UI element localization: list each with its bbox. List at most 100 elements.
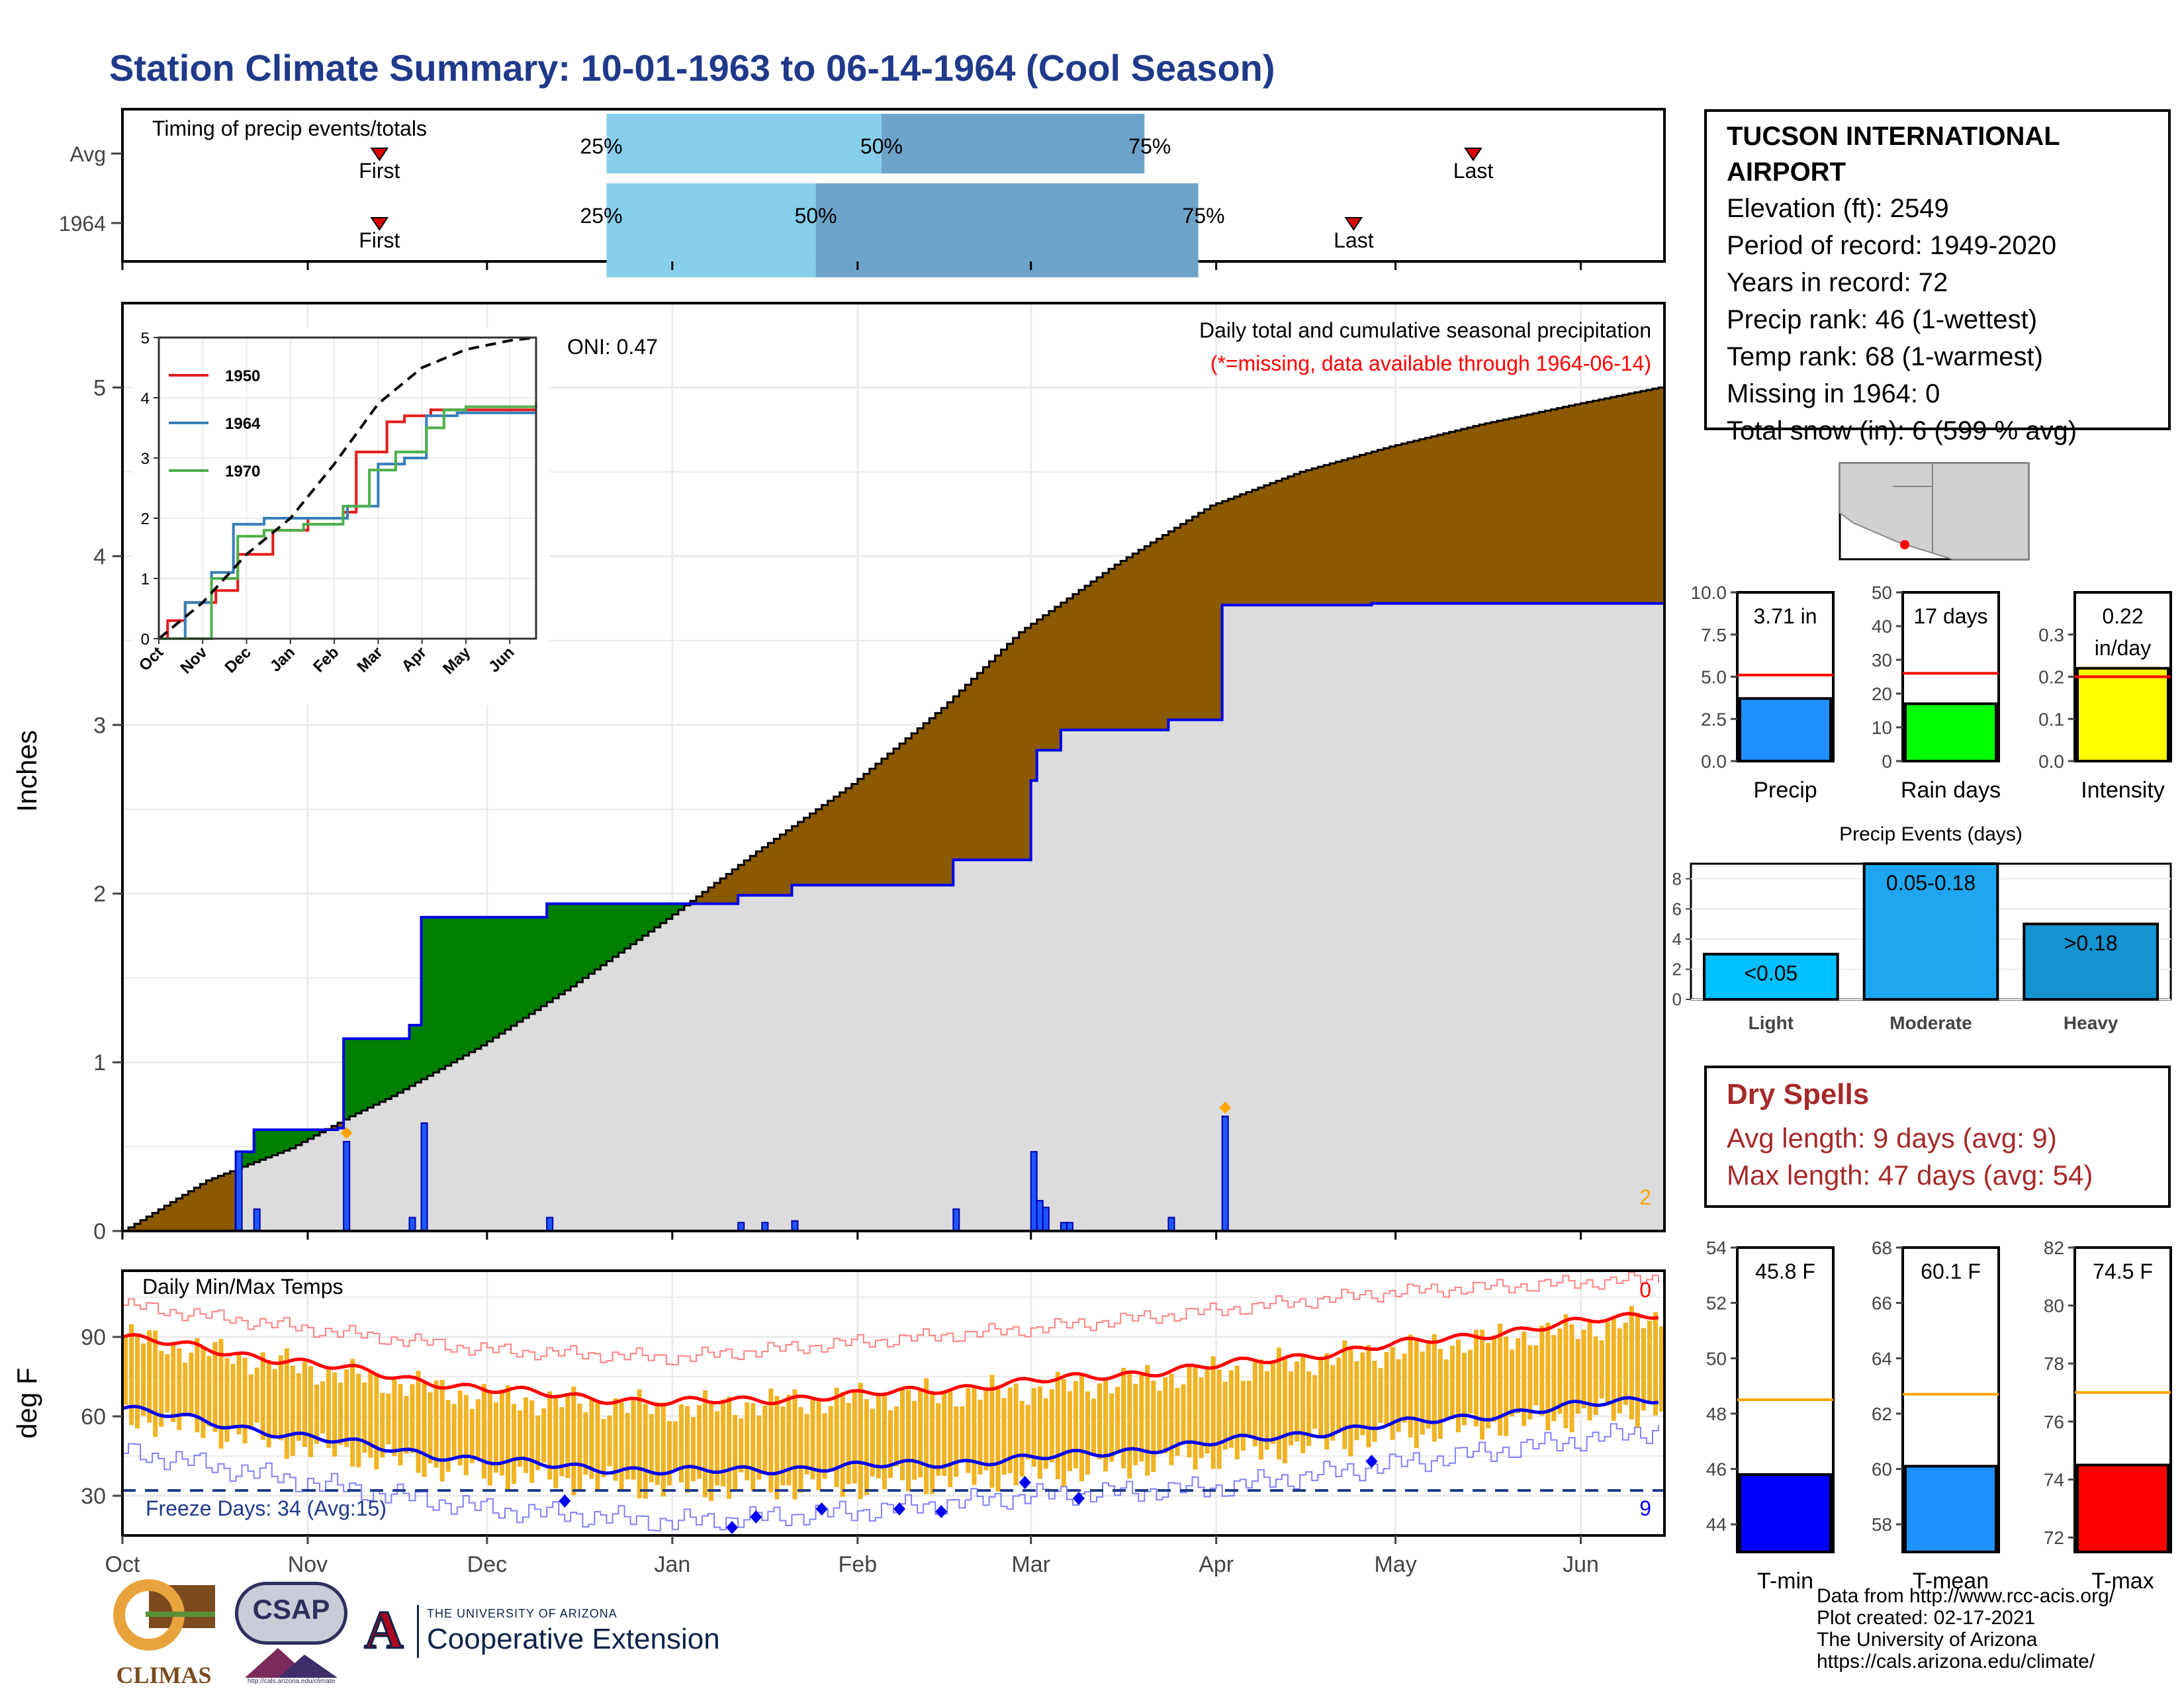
daily-temp-bar xyxy=(1455,1340,1461,1433)
month-x-tick-label: Feb xyxy=(839,1552,878,1577)
inset-series-line xyxy=(159,404,537,640)
daily-temp-bar xyxy=(439,1379,445,1482)
timing-panel: Timing of precip events/totals Avg 1964 25%… xyxy=(59,108,1666,277)
month-x-tick-label: Jun xyxy=(1563,1552,1599,1577)
daily-temp-bar xyxy=(715,1411,720,1486)
climas-logo-text: CLIMAS xyxy=(116,1662,212,1688)
timing-bar-25-50 xyxy=(606,183,816,277)
daily-temp-bar xyxy=(1467,1349,1473,1414)
daily-temp-bar xyxy=(983,1389,989,1471)
tmax-panel: 72 74 76 78 80 82 74.5 F T-max xyxy=(2044,1238,2172,1594)
daily-temp-bar xyxy=(1432,1334,1437,1442)
daily-precip-bar xyxy=(420,1122,428,1232)
daily-temp-bar xyxy=(1264,1371,1269,1450)
daily-temp-bar xyxy=(631,1400,636,1480)
daily-temp-bar xyxy=(481,1384,486,1479)
daily-precip-bar xyxy=(235,1151,243,1232)
events-bar-label: <0.05 xyxy=(1744,962,1797,985)
temperature-panel: Daily Min/Max Temps Freeze Days: 34 (Avg:… xyxy=(11,1269,1666,1577)
daily-temp-bar xyxy=(1366,1345,1371,1447)
timing-bar-25-50 xyxy=(606,114,882,173)
page-title: Station Climate Summary: 10-01-1963 to 0… xyxy=(109,47,1275,89)
timing-p50-label: 50% xyxy=(795,204,837,228)
daily-temp-bar xyxy=(643,1404,648,1499)
daily-temp-bar xyxy=(1055,1371,1060,1480)
daily-temp-bar xyxy=(463,1394,469,1475)
daily-temp-bar xyxy=(1025,1404,1030,1460)
inset-y-tick-label: 4 xyxy=(141,390,150,408)
dry-spells-max: Max length: 47 days (avg: 54) xyxy=(1727,1160,2093,1191)
daily-temp-bar xyxy=(529,1400,535,1483)
freeze-marker xyxy=(726,1521,739,1534)
daily-temp-bar xyxy=(792,1389,797,1500)
rain-days-panel-y-tick-label: 0 xyxy=(1882,751,1892,772)
daily-temp-bar xyxy=(344,1369,349,1447)
daily-temp-bar xyxy=(1533,1345,1539,1406)
daily-temp-bar xyxy=(278,1355,283,1441)
events-category-label: Moderate xyxy=(1889,1013,1972,1033)
daily-temp-bar xyxy=(1498,1323,1503,1436)
events-bar xyxy=(1703,952,1839,1001)
tmin-panel-y-tick-label: 44 xyxy=(1706,1514,1727,1535)
daily-temp-bar xyxy=(1210,1356,1216,1469)
daily-temp-bar xyxy=(380,1392,385,1458)
daily-temp-bar xyxy=(487,1392,492,1486)
daily-temp-bar xyxy=(894,1406,899,1467)
tmax-panel-y-tick-label: 78 xyxy=(2044,1353,2064,1374)
precip-total-panel-value-label: 3.71 in xyxy=(1753,604,1817,628)
daily-temp-bar xyxy=(1169,1373,1174,1465)
daily-temp-bar xyxy=(1617,1328,1622,1414)
daily-precip-bar xyxy=(1036,1200,1044,1232)
daily-temp-bar xyxy=(1480,1330,1485,1440)
daily-temp-bar xyxy=(254,1367,259,1423)
inset-y-tick-label: 5 xyxy=(141,330,150,347)
daily-temp-bar xyxy=(619,1402,624,1491)
daily-temp-bar xyxy=(906,1390,911,1492)
credits-data-source: Data from http://www.rcc-acis.org/ xyxy=(1817,1585,2115,1607)
daily-temp-bar xyxy=(206,1355,212,1427)
tmin-panel-y-tick-label: 48 xyxy=(1706,1404,1727,1424)
record-high-line xyxy=(122,1271,1659,1365)
daily-temp-bar xyxy=(1474,1330,1479,1427)
station-info-box: TUCSON INTERNATIONAL AIRPORT Elevation (… xyxy=(1704,109,2171,445)
inset-legend-label: 1970 xyxy=(225,463,260,480)
daily-temp-bar xyxy=(1623,1322,1628,1405)
daily-temp-bar xyxy=(583,1412,588,1475)
daily-temp-bar xyxy=(601,1419,606,1478)
daily-temp-bar xyxy=(1659,1326,1664,1412)
temp-y-tick-label: 90 xyxy=(81,1325,106,1350)
tmean-panel-y-tick-label: 58 xyxy=(1872,1514,1892,1535)
daily-temp-bar xyxy=(1258,1359,1263,1460)
inset-y-tick-label: 3 xyxy=(141,450,150,468)
temp-y-tick-label: 30 xyxy=(81,1484,106,1509)
daily-temp-bar xyxy=(1061,1379,1066,1486)
daily-temp-bar xyxy=(870,1408,875,1477)
daily-temp-bar xyxy=(493,1402,498,1473)
daily-temp-bar xyxy=(1216,1369,1222,1469)
avg-min-temp-line xyxy=(122,1396,1659,1476)
precip-y-tick-label: 2 xyxy=(93,882,106,907)
daily-temp-bar xyxy=(1653,1312,1658,1416)
daily-temp-bar xyxy=(666,1421,672,1486)
daily-temp-bar xyxy=(236,1351,242,1435)
daily-precip-bar xyxy=(1030,1151,1038,1232)
daily-temp-bar xyxy=(1109,1393,1115,1462)
daily-temp-bar xyxy=(1587,1322,1592,1421)
daily-temp-bar xyxy=(1001,1398,1007,1475)
csap-logo: CSAP http://cals.arizona.edu/climate xyxy=(228,1582,354,1688)
daily-temp-bar xyxy=(960,1406,965,1463)
daily-temp-bar xyxy=(171,1342,176,1422)
daily-temp-bar xyxy=(445,1400,451,1472)
daily-temp-bar xyxy=(840,1392,845,1497)
daily-temp-bar xyxy=(1360,1352,1365,1436)
daily-temp-bar xyxy=(499,1389,504,1476)
daily-precip-bar xyxy=(1167,1216,1175,1232)
daily-temp-bar xyxy=(1079,1375,1084,1482)
inset-series-line xyxy=(158,336,537,640)
daily-temp-bar xyxy=(1037,1386,1042,1479)
daily-temp-bar xyxy=(1527,1345,1533,1420)
daily-temp-bar xyxy=(768,1388,774,1492)
daily-temp-bar xyxy=(780,1406,786,1486)
